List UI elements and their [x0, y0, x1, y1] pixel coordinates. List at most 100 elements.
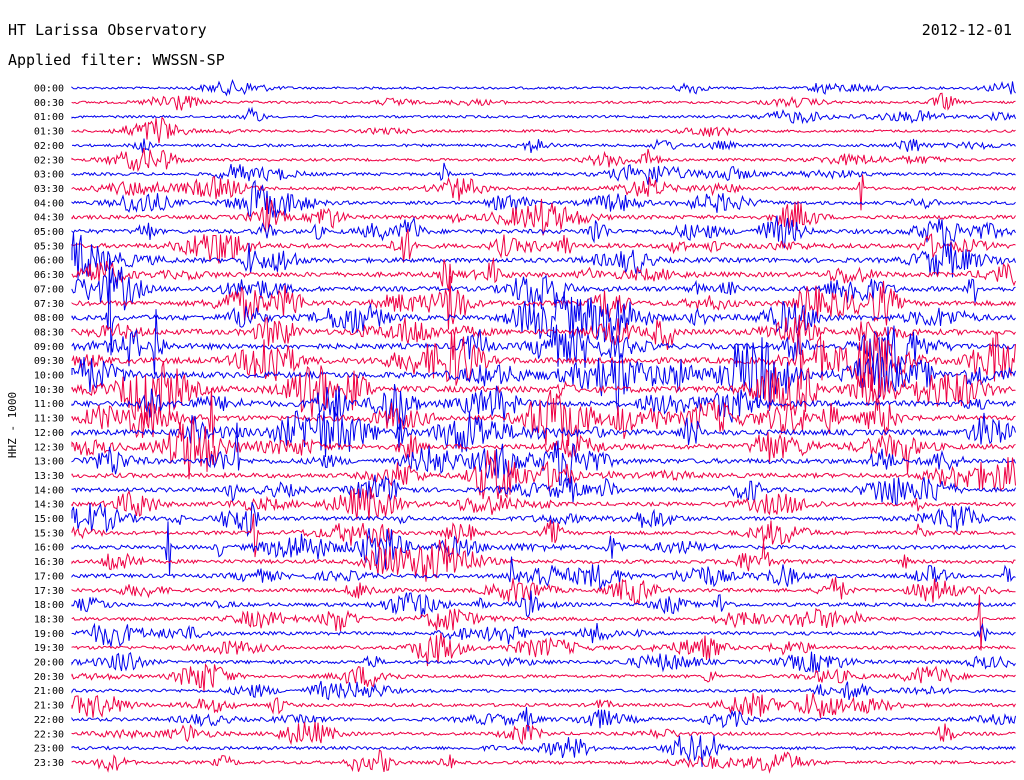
- trace-line: [71, 232, 1016, 280]
- trace-line: [71, 92, 1016, 111]
- trace-line: [71, 590, 1016, 618]
- tick-label-group: 00:00 00:30 01:00 01:30 02:00 02:30 03:00 03:30…: [34, 84, 64, 769]
- row-time-label: 05:30: [34, 241, 64, 252]
- trace-line: [71, 513, 1016, 558]
- row-time-label: 10:00: [34, 371, 64, 382]
- row-time-label: 22:00: [34, 715, 64, 726]
- row-time-label: 08:30: [34, 327, 64, 338]
- row-time-label: 21:30: [34, 701, 64, 712]
- y-axis-label: HHZ - 1000: [6, 392, 19, 458]
- trace-line: [71, 692, 1016, 718]
- row-time-label: 16:30: [34, 557, 64, 568]
- row-time-label: 06:30: [34, 270, 64, 281]
- row-time-label: 17:30: [34, 586, 64, 597]
- trace-line: [71, 162, 1016, 185]
- row-time-label: 02:30: [34, 155, 64, 166]
- row-time-label: 13:30: [34, 471, 64, 482]
- trace-line: [71, 680, 1016, 701]
- row-time-label: 20:00: [34, 658, 64, 669]
- row-time-label: 19:00: [34, 629, 64, 640]
- trace-line: [71, 197, 1016, 236]
- trace-line: [71, 450, 1016, 500]
- row-time-label: 18:30: [34, 614, 64, 625]
- trace-line: [71, 215, 1016, 249]
- row-time-label: 15:00: [34, 514, 64, 525]
- trace-line: [71, 257, 1016, 292]
- trace-line: [71, 316, 1016, 350]
- row-time-label: 01:00: [34, 112, 64, 123]
- row-time-label: 07:00: [34, 284, 64, 295]
- trace-line: [71, 722, 1016, 746]
- trace-line: [71, 651, 1016, 673]
- row-time-label: 22:30: [34, 729, 64, 740]
- trace-line: [71, 735, 1016, 767]
- trace-line: [71, 314, 1016, 394]
- trace-line: [71, 106, 1016, 125]
- trace-line: [71, 266, 1016, 311]
- trace-line: [71, 147, 1016, 173]
- row-time-label: 07:30: [34, 299, 64, 310]
- trace-line: [71, 406, 1016, 458]
- trace-line: [71, 275, 1016, 330]
- row-time-label: 06:00: [34, 256, 64, 267]
- row-time-label: 04:00: [34, 198, 64, 209]
- trace-line: [71, 79, 1016, 97]
- row-time-label: 23:00: [34, 744, 64, 755]
- row-time-label: 00:00: [34, 84, 64, 95]
- trace-line: [71, 179, 1016, 218]
- row-time-label: 13:00: [34, 457, 64, 468]
- trace-line: [71, 521, 1016, 575]
- trace-line: [71, 474, 1016, 505]
- row-time-label: 12:30: [34, 442, 64, 453]
- row-time-label: 03:30: [34, 184, 64, 195]
- row-time-label: 05:00: [34, 227, 64, 238]
- row-time-label: 01:30: [34, 127, 64, 138]
- row-time-label: 21:00: [34, 686, 64, 697]
- trace-line: [71, 258, 1016, 356]
- trace-group: [71, 79, 1016, 774]
- chart-date: 2012-12-01: [921, 21, 1012, 39]
- trace-line: [71, 138, 1016, 154]
- trace-line: [71, 229, 1016, 264]
- trace-line: [71, 309, 1016, 375]
- row-time-label: 17:00: [34, 571, 64, 582]
- row-time-label: 23:30: [34, 758, 64, 769]
- row-time-label: 04:30: [34, 213, 64, 224]
- row-time-label: 12:00: [34, 428, 64, 439]
- trace-line: [71, 594, 1016, 651]
- row-time-label: 18:00: [34, 600, 64, 611]
- trace-line: [71, 388, 1016, 448]
- row-time-label: 14:00: [34, 485, 64, 496]
- chart-title: HT Larissa Observatory: [8, 21, 207, 39]
- row-time-label: 11:30: [34, 414, 64, 425]
- trace-line: [71, 116, 1016, 144]
- trace-line: [71, 502, 1016, 538]
- row-time-label: 08:00: [34, 313, 64, 324]
- row-time-label: 10:30: [34, 385, 64, 396]
- row-time-label: 14:30: [34, 500, 64, 511]
- trace-line: [71, 662, 1016, 692]
- trace-line: [71, 707, 1016, 732]
- row-time-label: 02:00: [34, 141, 64, 152]
- filter-label: Applied filter: WWSSN-SP: [8, 51, 225, 69]
- row-time-label: 11:00: [34, 399, 64, 410]
- trace-line: [71, 422, 1016, 486]
- trace-line: [71, 174, 1016, 211]
- row-time-label: 20:30: [34, 672, 64, 683]
- trace-line: [71, 360, 1016, 429]
- trace-line: [71, 384, 1016, 431]
- row-time-label: 19:30: [34, 643, 64, 654]
- row-time-label: 16:00: [34, 543, 64, 554]
- trace-line: [71, 622, 1016, 647]
- row-time-label: 09:30: [34, 356, 64, 367]
- trace-line: [71, 632, 1016, 667]
- row-time-label: 00:30: [34, 98, 64, 109]
- trace-line: [71, 577, 1016, 606]
- trace-line: [71, 749, 1016, 774]
- trace-line: [71, 538, 1016, 582]
- row-time-label: 15:30: [34, 528, 64, 539]
- trace-line: [71, 418, 1016, 480]
- trace-line: [71, 486, 1016, 521]
- row-time-label: 03:00: [34, 170, 64, 181]
